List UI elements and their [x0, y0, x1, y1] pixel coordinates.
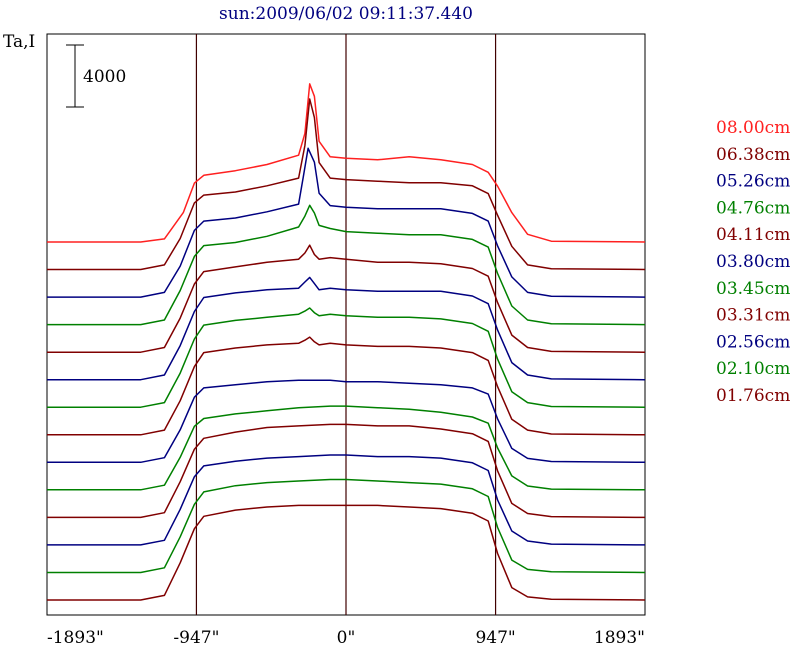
series-line-0 [47, 83, 646, 243]
series-line-9 [47, 405, 646, 491]
series-group [47, 83, 646, 601]
series-line-13 [47, 504, 646, 601]
legend-entry-6: 03.45cm [716, 279, 790, 299]
legend-entry-7: 03.31cm [716, 306, 790, 326]
series-line-1 [47, 98, 646, 271]
legend-entry-0: 08.00cm [716, 118, 790, 138]
y-axis-label: Ta,I [3, 32, 35, 52]
vertical-guide-lines [195, 34, 497, 615]
legend-entry-3: 04.76cm [716, 198, 790, 218]
x-tick-label-2: 0" [337, 628, 356, 648]
x-tick-labels: -1893" -947" 0" 947" 1893" [47, 628, 645, 648]
series-line-4 [47, 244, 646, 353]
legend-entry-4: 04.11cm [716, 225, 790, 245]
series-line-5 [47, 276, 646, 381]
scale-bar: 4000 [66, 44, 126, 108]
legend-entry-2: 05.26cm [716, 172, 790, 192]
series-line-3 [47, 204, 646, 326]
chart-title: sun:2009/06/02 09:11:37.440 [219, 4, 473, 24]
series-line-12 [47, 478, 646, 574]
series-line-10 [47, 423, 646, 519]
legend-entry-5: 03.80cm [716, 252, 790, 272]
x-tick-label-3: 947" [475, 628, 515, 648]
legend-entry-1: 06.38cm [716, 145, 790, 165]
x-tick-label-1: -947" [173, 628, 219, 648]
series-line-11 [47, 454, 646, 546]
x-tick-label-0: -1893" [47, 628, 104, 648]
series-line-2 [47, 147, 646, 298]
legend: 08.00cm 06.38cm 05.26cm 04.76cm 04.11cm 03.80… [716, 118, 790, 406]
x-tick-label-4: 1893" [594, 628, 645, 648]
series-line-8 [47, 379, 646, 464]
series-line-6 [47, 307, 646, 408]
scale-bar-label: 4000 [83, 67, 126, 87]
series-line-7 [47, 336, 646, 436]
legend-entry-8: 02.56cm [716, 332, 790, 352]
legend-entry-10: 01.76cm [716, 386, 790, 406]
legend-entry-9: 02.10cm [716, 359, 790, 379]
